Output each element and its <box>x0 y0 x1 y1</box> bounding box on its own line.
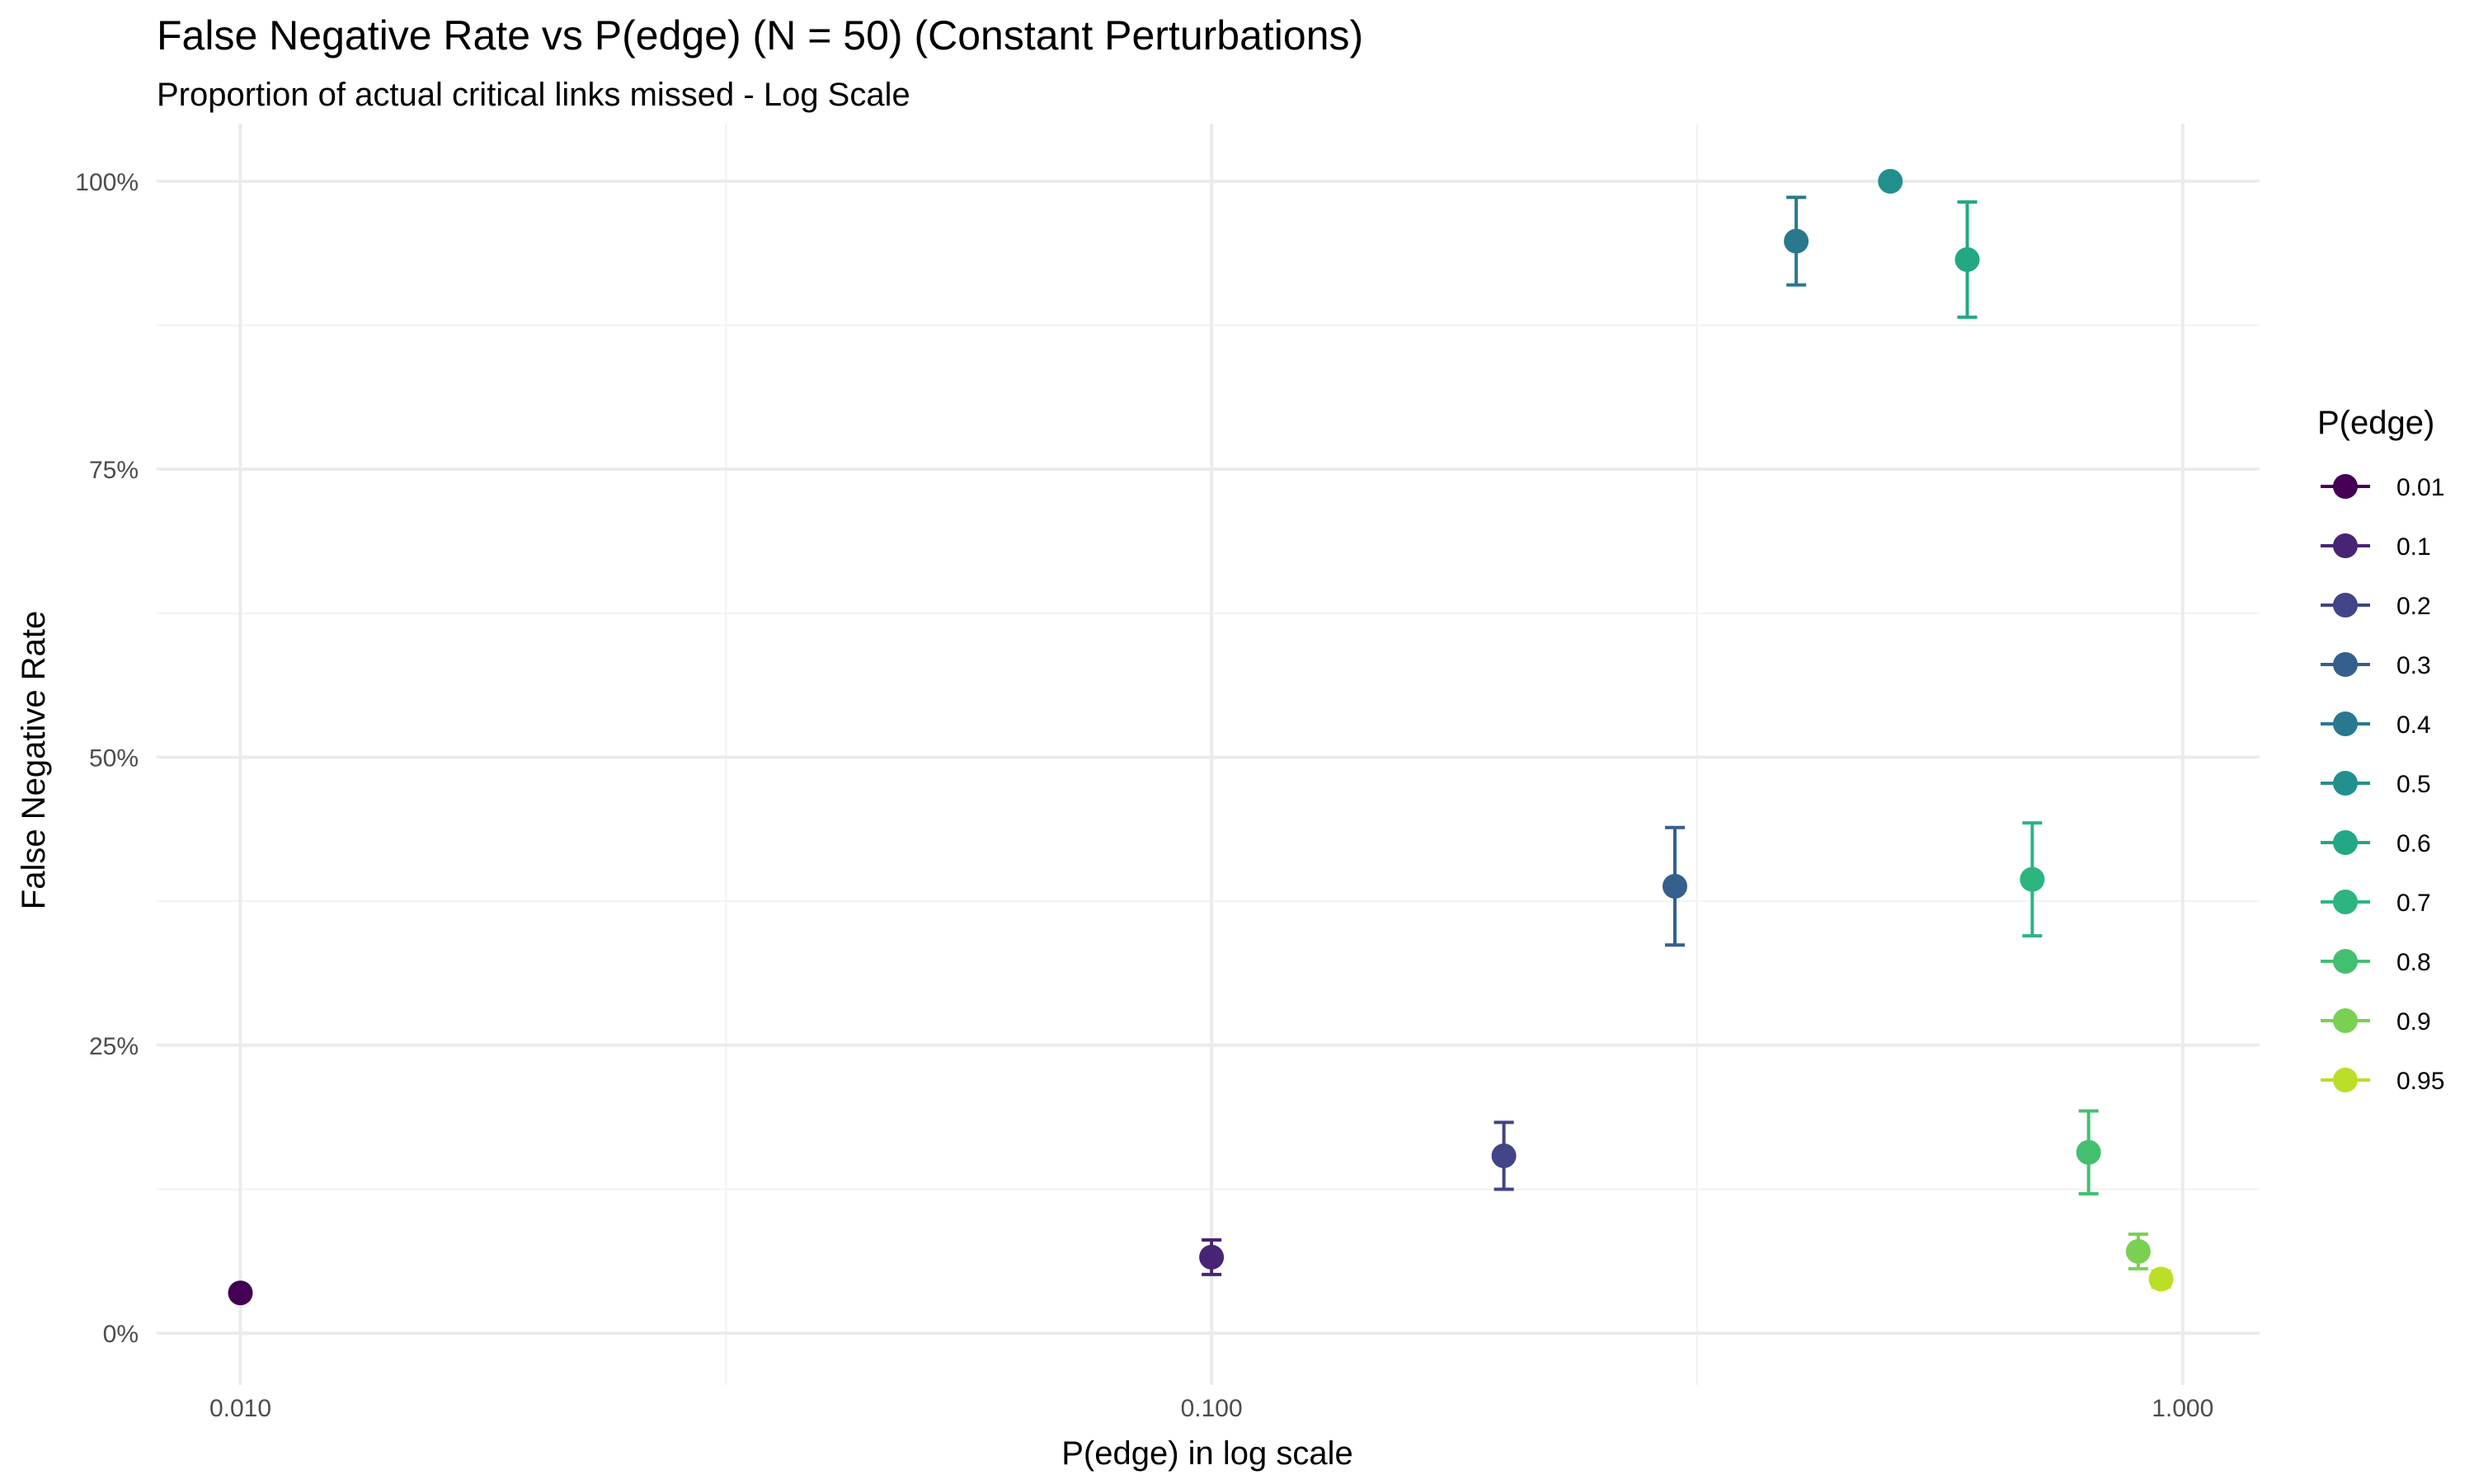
legend-item: 0.4 <box>2321 711 2431 739</box>
legend-key-point <box>2333 533 2358 558</box>
legend-key-point <box>2333 771 2358 796</box>
y-tick-label: 75% <box>89 457 139 484</box>
legend-item: 0.5 <box>2321 771 2431 798</box>
legend-key-point <box>2333 711 2358 736</box>
legend-item: 0.7 <box>2321 890 2431 917</box>
x-axis-title: P(edge) in log scale <box>1061 1435 1353 1472</box>
y-axis-ticks: 0% 25% 50% 75% 100% <box>75 169 139 1348</box>
x-tick-label: 0.100 <box>1181 1395 1243 1422</box>
legend-item: 0.95 <box>2321 1068 2444 1095</box>
chart-subtitle: Proportion of actual critical links miss… <box>157 77 910 113</box>
legend-item: 0.01 <box>2321 474 2444 501</box>
y-tick-label: 0% <box>103 1321 139 1348</box>
legend-item: 0.1 <box>2321 533 2431 561</box>
legend: P(edge) 0.01 0.1 0.2 0.3 0.4 0.5 0.6 0.7 0.8 0.9 0… <box>2317 405 2444 1095</box>
point-0.95 <box>2148 1266 2174 1292</box>
legend-key-point <box>2333 890 2358 914</box>
x-tick-label: 1.000 <box>2152 1395 2213 1422</box>
point-0.3 <box>1662 873 1687 899</box>
x-axis-ticks: 0.010 0.100 1.000 <box>209 1395 2213 1422</box>
legend-title: P(edge) <box>2317 405 2434 441</box>
legend-item: 0.2 <box>2321 593 2431 620</box>
legend-key-point <box>2333 652 2358 677</box>
x-tick-label: 0.010 <box>209 1395 271 1422</box>
legend-label: 0.8 <box>2396 949 2431 976</box>
point-0.9 <box>2125 1238 2151 1264</box>
legend-key-point <box>2333 593 2358 618</box>
legend-label: 0.3 <box>2396 652 2431 679</box>
legend-item: 0.9 <box>2321 1008 2431 1036</box>
point-0.7 <box>2020 866 2045 892</box>
grid <box>157 124 2260 1385</box>
y-axis-title: False Negative Rate <box>16 611 52 909</box>
legend-label: 0.1 <box>2396 533 2431 561</box>
legend-key-point <box>2333 830 2358 855</box>
error-bars <box>230 179 2171 1301</box>
legend-label: 0.9 <box>2396 1008 2431 1036</box>
y-tick-label: 25% <box>89 1033 139 1060</box>
legend-key-point <box>2333 1068 2358 1092</box>
legend-label: 0.95 <box>2396 1068 2444 1095</box>
point-0.2 <box>1491 1143 1517 1168</box>
point-0.01 <box>228 1280 253 1306</box>
point-0.1 <box>1199 1244 1225 1270</box>
data-points <box>228 168 2174 1306</box>
point-0.4 <box>1784 228 1809 254</box>
legend-label: 0.7 <box>2396 890 2431 917</box>
point-0.8 <box>2076 1139 2101 1165</box>
legend-key-point <box>2333 949 2358 974</box>
chart-title: False Negative Rate vs P(edge) (N = 50) … <box>157 12 1363 59</box>
y-tick-label: 50% <box>89 744 139 772</box>
legend-item: 0.3 <box>2321 652 2431 679</box>
legend-label: 0.4 <box>2396 711 2431 739</box>
y-tick-label: 100% <box>75 169 139 196</box>
point-0.6 <box>1954 247 1980 272</box>
legend-key-point <box>2333 1008 2358 1033</box>
legend-label: 0.6 <box>2396 830 2431 857</box>
legend-item: 0.6 <box>2321 830 2431 857</box>
point-0.5 <box>1878 168 1903 194</box>
legend-item: 0.8 <box>2321 949 2431 976</box>
legend-label: 0.2 <box>2396 593 2431 620</box>
legend-key-point <box>2333 474 2358 499</box>
legend-label: 0.01 <box>2396 474 2444 501</box>
legend-label: 0.5 <box>2396 771 2431 798</box>
